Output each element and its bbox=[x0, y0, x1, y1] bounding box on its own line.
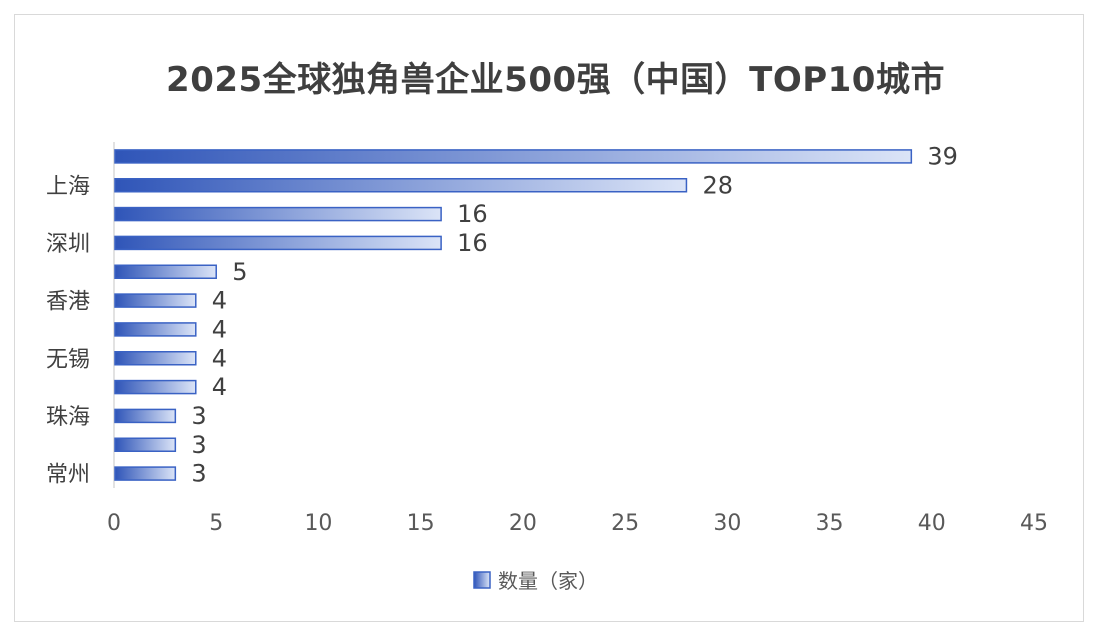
x-tick-label: 10 bbox=[304, 511, 332, 536]
category-label: 常州 bbox=[46, 463, 90, 488]
legend-swatch bbox=[473, 571, 491, 589]
bar bbox=[114, 437, 177, 452]
bar bbox=[114, 149, 913, 164]
data-label: 16 bbox=[457, 200, 488, 228]
category-label: 珠海 bbox=[46, 405, 90, 430]
data-label: 3 bbox=[191, 402, 206, 430]
data-label: 3 bbox=[191, 431, 206, 459]
data-label: 28 bbox=[702, 171, 733, 199]
x-tick-label: 25 bbox=[611, 511, 639, 536]
x-tick-labels: 0 5 10 15 20 25 30 35 40 45 bbox=[107, 511, 1048, 536]
bar bbox=[114, 206, 442, 222]
x-tick-label: 20 bbox=[509, 511, 537, 536]
category-label: 深圳 bbox=[46, 232, 90, 257]
x-tick-label: 15 bbox=[407, 511, 435, 536]
legend-label: 数量（家） bbox=[498, 569, 598, 593]
chart-title: 2025全球独角兽企业500强（中国）TOP10城市 bbox=[166, 60, 945, 100]
bar bbox=[114, 322, 197, 337]
category-label: 上海 bbox=[46, 174, 90, 199]
bar bbox=[114, 235, 442, 251]
category-label: 无锡 bbox=[46, 347, 90, 372]
x-tick-label: 5 bbox=[209, 511, 223, 536]
bar bbox=[114, 178, 688, 193]
data-label: 5 bbox=[232, 258, 247, 286]
data-label: 39 bbox=[927, 142, 958, 170]
bar bbox=[114, 293, 197, 308]
x-tick-label: 40 bbox=[918, 511, 946, 536]
bar bbox=[114, 466, 177, 481]
x-tick-label: 35 bbox=[816, 511, 844, 536]
chart-frame bbox=[14, 14, 1084, 622]
data-label: 4 bbox=[212, 373, 227, 401]
data-label: 16 bbox=[457, 229, 488, 257]
data-label: 3 bbox=[191, 460, 206, 488]
x-tick-label: 45 bbox=[1020, 511, 1048, 536]
bar bbox=[114, 379, 197, 395]
bar bbox=[114, 408, 177, 424]
category-label: 香港 bbox=[46, 290, 90, 315]
legend: 数量（家） bbox=[473, 569, 598, 593]
bar bbox=[114, 351, 197, 366]
data-label: 4 bbox=[212, 315, 227, 343]
bar bbox=[114, 264, 217, 279]
x-tick-label: 0 bbox=[107, 511, 121, 536]
data-label: 4 bbox=[212, 344, 227, 372]
bars-group bbox=[114, 149, 913, 481]
data-label: 4 bbox=[212, 287, 227, 315]
x-tick-label: 30 bbox=[713, 511, 741, 536]
